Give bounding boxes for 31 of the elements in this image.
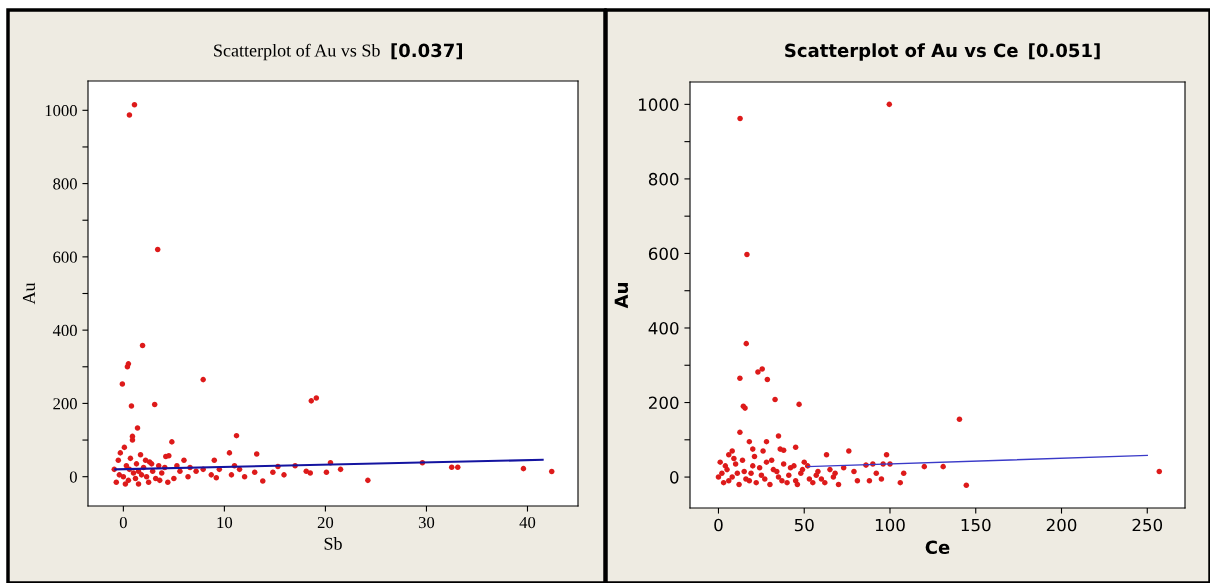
y-tick-label: 600 bbox=[53, 251, 77, 263]
y-tick-label: 1000 bbox=[45, 105, 77, 117]
y-tick-label: 600 bbox=[648, 247, 679, 261]
y-tick-label: 200 bbox=[53, 398, 77, 410]
y-axis-title: Au bbox=[614, 283, 629, 309]
x-tick-label: 50 bbox=[794, 518, 814, 532]
chart-title: Scatterplot of Au vs Sb bbox=[214, 43, 380, 61]
x-tick-label: 0 bbox=[714, 518, 723, 532]
text: [0.037] bbox=[391, 43, 463, 60]
x-axis-title: Sb bbox=[324, 537, 342, 550]
x-tick-label: 150 bbox=[961, 518, 991, 532]
y-tick-label: 1000 bbox=[639, 98, 679, 111]
y-tick-label: 800 bbox=[648, 172, 679, 186]
y-tick-label: 400 bbox=[648, 321, 679, 335]
y-tick-label: 0 bbox=[670, 471, 679, 484]
y-tick-label: 200 bbox=[648, 396, 679, 410]
x-tick-label: 40 bbox=[519, 516, 536, 529]
x-axis-title: Ce bbox=[925, 540, 950, 555]
text: [0.051] bbox=[1029, 43, 1100, 60]
chart-title: Scatterplot of Au vs Ce bbox=[785, 43, 1018, 61]
x-tick-label: 100 bbox=[875, 518, 905, 532]
y-axis-title: Au bbox=[22, 282, 36, 305]
y-tick-label: 400 bbox=[52, 324, 77, 337]
x-tick-label: 30 bbox=[418, 516, 435, 529]
y-tick-label: 0 bbox=[69, 471, 77, 483]
x-tick-label: 250 bbox=[1132, 518, 1163, 532]
x-tick-label: 10 bbox=[217, 516, 233, 529]
x-tick-label: 20 bbox=[317, 516, 334, 529]
x-tick-label: 0 bbox=[119, 516, 127, 529]
y-tick-label: 800 bbox=[53, 178, 77, 190]
x-tick-label: 200 bbox=[1046, 518, 1077, 532]
